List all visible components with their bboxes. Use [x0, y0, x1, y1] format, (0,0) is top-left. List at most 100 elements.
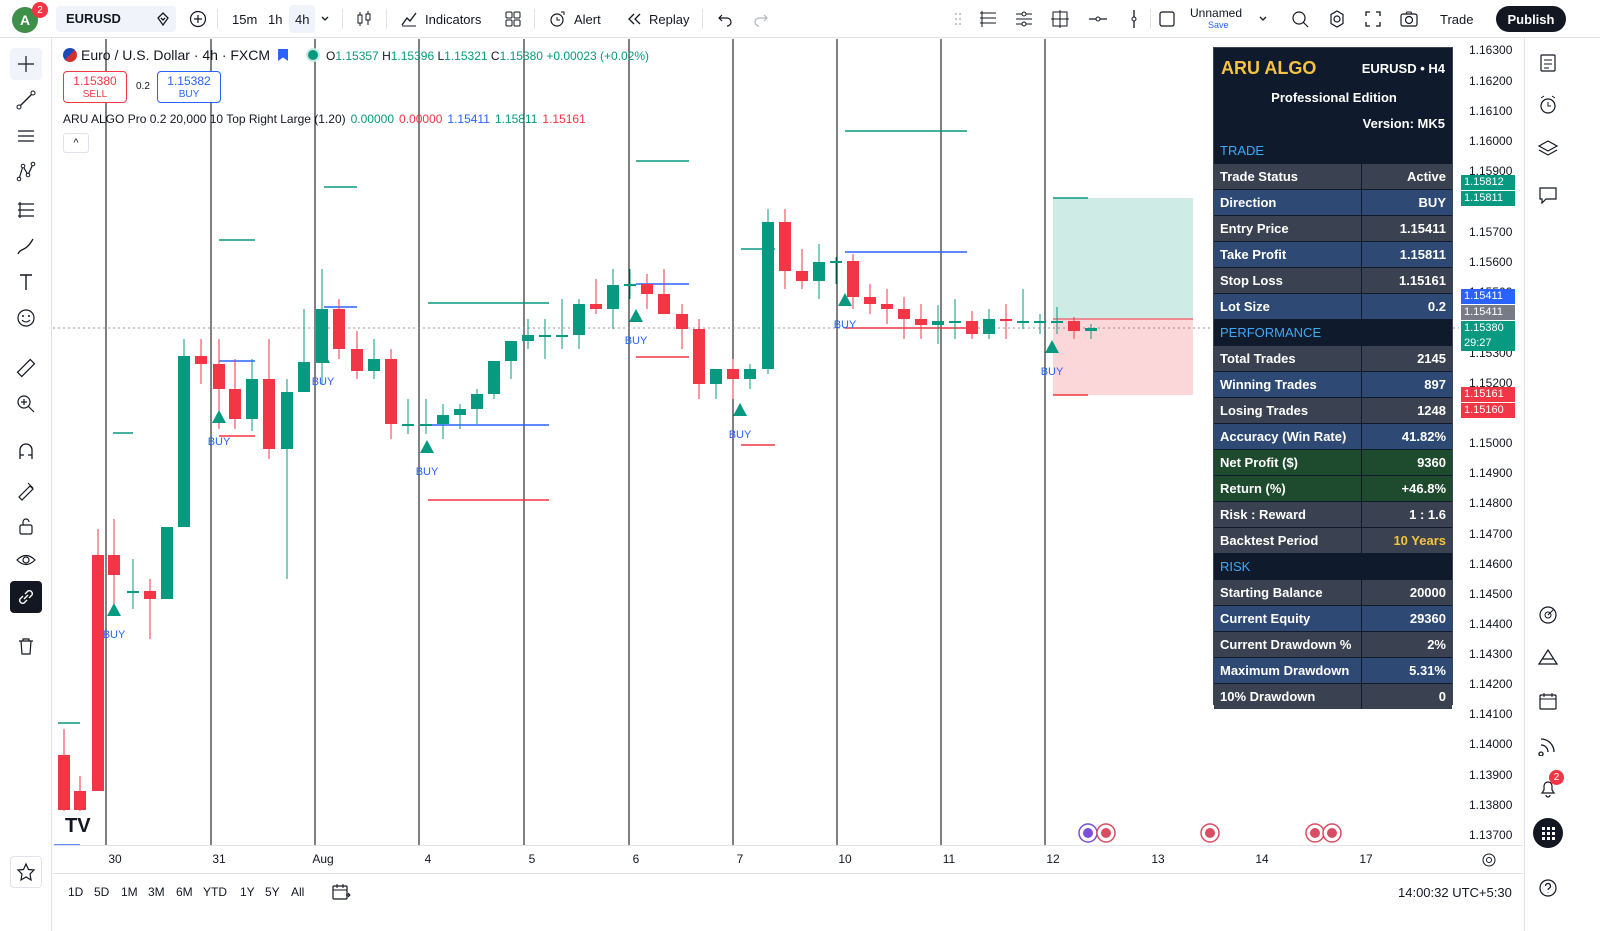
sell-button[interactable]: 1.15380 SELL [63, 71, 127, 103]
indicator-legend[interactable]: ARU ALGO Pro 0.2 20,000 10 Top Right Lar… [63, 112, 586, 126]
ruler-icon[interactable] [10, 352, 42, 384]
trade-button[interactable]: Trade [1440, 11, 1474, 27]
price-chart[interactable]: BUY BUY BUY BUY BUY BUY BUY BUY TV [53, 39, 1459, 845]
trash-icon[interactable] [10, 630, 42, 662]
indicator-name[interactable]: ARU ALGO Pro 0.2 20,000 10 Top Right Lar… [63, 112, 346, 126]
panel-row-label: Lot Size [1214, 294, 1362, 319]
hide-drawings-eye-icon[interactable] [10, 544, 42, 576]
spread-value: 0.2 [136, 81, 150, 92]
candle-body [333, 309, 345, 349]
market-status-dot-icon [308, 50, 319, 60]
candle-body [144, 591, 156, 599]
range-button[interactable]: 5D [94, 885, 110, 899]
indicators-icon[interactable] [398, 0, 420, 38]
ideas-mountain-icon[interactable] [1533, 642, 1563, 672]
help-icon[interactable] [1533, 873, 1563, 903]
settings-gear-icon[interactable] [1325, 0, 1349, 38]
price-tick-label: 1.15600 [1469, 255, 1513, 269]
calendar-icon[interactable] [1533, 686, 1563, 716]
range-button[interactable]: All [291, 885, 305, 899]
chat-icon[interactable] [1533, 180, 1563, 210]
layout-square-icon[interactable] [1156, 0, 1178, 38]
bookmark-flag-icon[interactable] [278, 49, 289, 61]
layout-dropdown-icon[interactable] [1256, 0, 1270, 38]
pitchfork-icon[interactable] [1012, 0, 1036, 38]
collapse-legend-button[interactable]: ^ [63, 133, 89, 153]
candles-chart-type-icon[interactable] [352, 0, 376, 38]
horizontal-line-icon[interactable] [1086, 0, 1110, 38]
time-tick-label: 6 [632, 852, 640, 866]
quick-search-icon[interactable] [1288, 0, 1312, 38]
stay-in-drawing-mode-icon[interactable] [10, 474, 42, 506]
price-tick-label: 1.16200 [1469, 74, 1513, 88]
crosshair-icon[interactable] [10, 48, 42, 80]
vertical-line-icon[interactable] [1124, 0, 1144, 38]
range-button[interactable]: 1M [121, 885, 138, 899]
fullscreen-icon[interactable] [1361, 0, 1385, 38]
axis-settings-gear-icon[interactable] [1481, 852, 1497, 873]
parallel-lines-icon[interactable] [10, 120, 42, 152]
buy-signal-label: BUY [729, 429, 752, 441]
fib-retracement-icon[interactable] [976, 0, 1000, 38]
goto-date-calendar-icon[interactable] [331, 883, 351, 906]
range-button[interactable]: 5Y [265, 885, 280, 899]
symbol-title[interactable]: Euro / U.S. Dollar · 4h · FXCM [81, 47, 271, 63]
apps-grid-icon[interactable] [1533, 818, 1563, 848]
sell-label: SELL [82, 89, 108, 100]
add-symbol-icon[interactable] [152, 0, 174, 38]
range-button[interactable]: 3M [148, 885, 165, 899]
emoji-icon[interactable] [10, 302, 42, 334]
text-tool-icon[interactable] [10, 266, 42, 298]
screenshot-camera-icon[interactable] [1397, 0, 1421, 38]
panel-row-value: 1.15811 [1362, 242, 1452, 267]
range-button[interactable]: 1D [68, 885, 84, 899]
range-button[interactable]: 1Y [240, 885, 255, 899]
magnet-icon[interactable] [10, 436, 42, 468]
undo-icon[interactable] [714, 0, 736, 38]
time-axis[interactable]: 30 31 Aug 4 5 6 7 10 11 12 13 14 17 [53, 845, 1523, 873]
price-axis[interactable]: 1.16300 1.16200 1.16100 1.16000 1.15900 1.157… [1459, 39, 1523, 845]
node-pattern-icon[interactable] [10, 156, 42, 188]
sync-link-icon[interactable] [10, 581, 42, 613]
layers-icon[interactable] [1533, 134, 1563, 164]
panel-row-value: BUY [1362, 190, 1452, 215]
alerts-clock-icon[interactable] [1533, 90, 1563, 120]
buy-button[interactable]: 1.15382 BUY [157, 71, 221, 103]
brush-icon[interactable] [10, 230, 42, 262]
indicators-button[interactable]: Indicators [425, 11, 482, 27]
candle-body [624, 284, 636, 286]
panel-row: Starting Balance 20000 [1214, 580, 1452, 605]
layouts-grid-icon[interactable] [502, 0, 524, 38]
watchlist-icon[interactable] [1533, 48, 1563, 78]
timeframe-dropdown-icon[interactable] [316, 0, 334, 38]
panel-row-value: Active [1362, 164, 1452, 189]
target-icon[interactable] [1533, 600, 1563, 630]
layout-name[interactable]: Unnamed [1190, 6, 1243, 20]
redo-icon[interactable] [750, 0, 772, 38]
symbol-search-input[interactable]: EURUSD [56, 6, 176, 32]
notifications-bell-icon[interactable] [1533, 773, 1563, 803]
candle-body [762, 222, 774, 369]
timeframe-15m[interactable]: 15m [232, 11, 258, 27]
range-button[interactable]: 6M [176, 885, 193, 899]
favorites-star-icon[interactable] [10, 856, 42, 888]
measure-cross-icon[interactable] [1048, 0, 1072, 38]
timezone-clock[interactable]: 14:00:32 UTC+5:30 [1398, 885, 1512, 900]
buy-signal-arrow [212, 410, 226, 423]
drag-handle-icon[interactable] [950, 0, 966, 38]
zoom-in-icon[interactable] [10, 388, 42, 420]
compare-plus-icon[interactable] [186, 0, 210, 38]
fib-levels-icon[interactable] [10, 194, 42, 226]
publish-button[interactable]: Publish [1496, 6, 1566, 32]
trend-line-icon[interactable] [10, 84, 42, 116]
timeframe-1h[interactable]: 1h [268, 11, 283, 27]
alert-clock-icon[interactable] [546, 0, 568, 38]
alert-button[interactable]: Alert [574, 11, 601, 27]
panel-row-label: Stop Loss [1214, 268, 1362, 293]
lock-icon[interactable] [10, 510, 42, 542]
replay-button[interactable]: Replay [649, 11, 690, 27]
news-feed-icon[interactable] [1533, 730, 1563, 760]
replay-icon[interactable] [624, 0, 644, 38]
timeframe-4h[interactable]: 4h [289, 5, 316, 33]
range-button[interactable]: YTD [203, 885, 227, 899]
